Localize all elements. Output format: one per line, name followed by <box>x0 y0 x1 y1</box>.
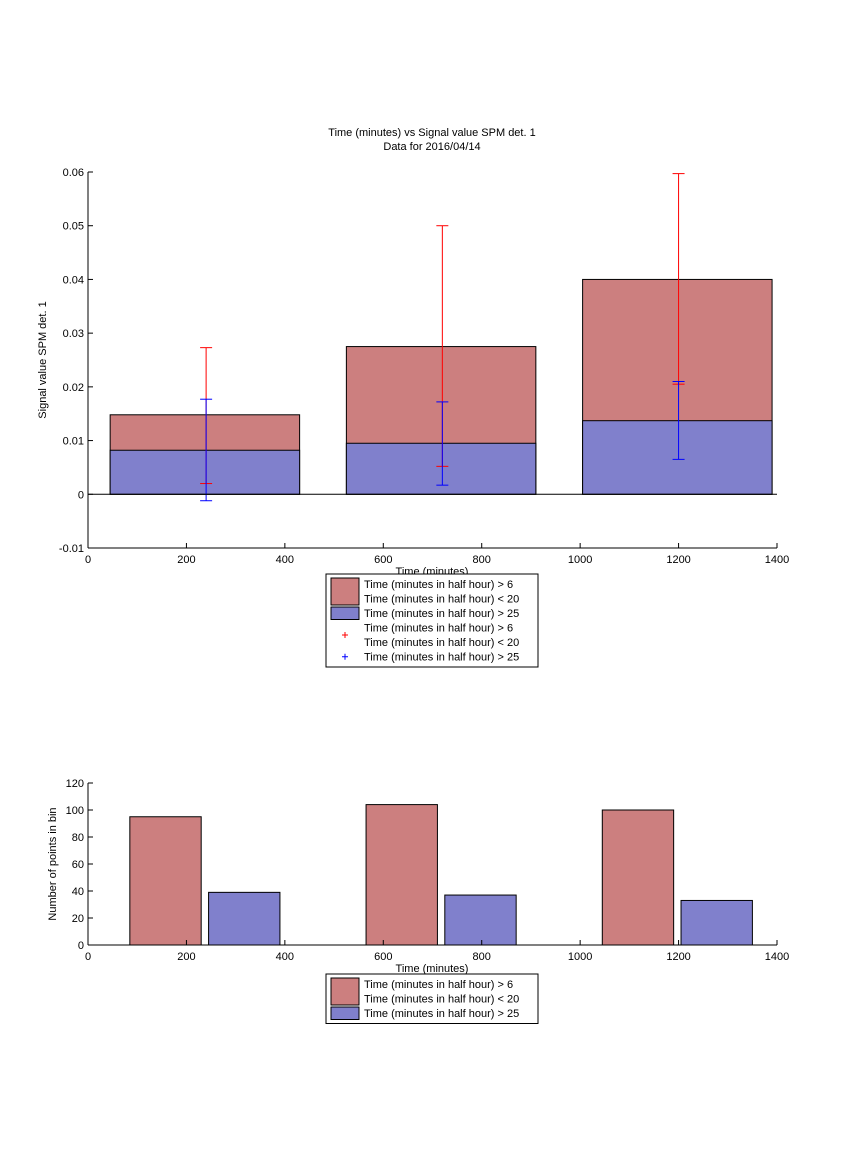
bar <box>129 816 202 946</box>
x-tick-label: 1400 <box>765 554 789 566</box>
y-tick-label: -0.01 <box>59 543 84 555</box>
y-axis-label: Signal value SPM det. 1 <box>37 301 49 418</box>
signal-legend: Time (minutes in half hour) > 6 Time (min… <box>325 573 539 668</box>
legend-label: Time (minutes in half hour) < 20 <box>364 994 519 1006</box>
x-tick-label: 0 <box>85 951 91 963</box>
chart-subtitle: Data for 2016/04/14 <box>383 141 480 153</box>
legend-label: Time (minutes in half hour) > 6 <box>364 623 513 635</box>
legend-label: Time (minutes in half hour) > 25 <box>364 1008 519 1020</box>
y-tick-label: 0 <box>78 940 84 952</box>
legend-swatch <box>330 1006 360 1020</box>
y-tick-label: 0.01 <box>63 436 84 448</box>
y-tick-label: 120 <box>66 778 84 790</box>
signal-axes: 0 200 400 600 800 1000 1200 1400-0.0100.010.020… <box>59 167 789 566</box>
x-tick-label: 200 <box>177 951 195 963</box>
x-tick-label: 400 <box>276 554 294 566</box>
signal-chart: Time (minutes) vs Signal value SPM det. … <box>37 127 789 668</box>
signal-bars <box>109 278 773 495</box>
x-tick-label: 800 <box>473 951 491 963</box>
y-axis-label: Number of points in bin <box>47 807 59 920</box>
bar <box>680 899 753 946</box>
count-legend: Time (minutes in half hour) > 6 Time (min… <box>325 973 539 1024</box>
x-axis-label: Time (minutes) <box>396 963 469 975</box>
legend-label: Time (minutes in half hour) > 6 <box>364 579 513 591</box>
chart-title: Time (minutes) vs Signal value SPM det. … <box>328 127 535 139</box>
bar <box>345 442 537 495</box>
y-tick-label: 100 <box>66 805 84 817</box>
legend-swatch <box>330 606 360 620</box>
legend-label: Time (minutes in half hour) < 20 <box>364 594 519 606</box>
y-tick-label: 0.06 <box>63 167 84 179</box>
y-tick-label: 80 <box>72 832 84 844</box>
legend-box <box>325 973 539 1024</box>
legend-swatch <box>330 977 360 1006</box>
bar <box>444 894 517 946</box>
y-tick-label: 0.02 <box>63 382 84 394</box>
x-tick-label: 600 <box>374 554 392 566</box>
y-tick-label: 0.05 <box>63 221 84 233</box>
count-axes: 0 200 400 600 800 1000 1200 1400 0 20 40 60 80 100 120 <box>66 778 790 963</box>
x-tick-label: 800 <box>473 554 491 566</box>
x-tick-label: 600 <box>374 951 392 963</box>
count-bars <box>129 804 753 946</box>
y-tick-label: 60 <box>72 859 84 871</box>
legend-label: Time (minutes in half hour) > 25 <box>364 652 519 664</box>
legend-swatch <box>330 577 360 606</box>
signal-error-bars <box>200 173 685 502</box>
bar <box>109 449 301 495</box>
x-tick-label: 400 <box>276 951 294 963</box>
legend-label: Time (minutes in half hour) > 25 <box>364 608 519 620</box>
x-tick-label: 1200 <box>666 951 690 963</box>
y-tick-label: 0.04 <box>63 274 84 286</box>
y-tick-label: 0.03 <box>63 328 84 340</box>
y-tick-label: 0 <box>78 489 84 501</box>
x-tick-label: 0 <box>85 554 91 566</box>
x-tick-label: 1000 <box>568 951 592 963</box>
bar <box>582 420 773 495</box>
x-tick-label: 1000 <box>568 554 592 566</box>
y-tick-label: 40 <box>72 886 84 898</box>
bar <box>601 809 675 946</box>
x-tick-label: 200 <box>177 554 195 566</box>
x-tick-label: 1400 <box>765 951 789 963</box>
x-tick-label: 1200 <box>666 554 690 566</box>
legend-box <box>325 573 539 668</box>
bar <box>365 804 438 946</box>
count-chart: 0 200 400 600 800 1000 1200 1400 0 20 40 60 80 100 120… <box>47 778 789 1024</box>
bar <box>208 891 281 946</box>
legend-label: Time (minutes in half hour) > 6 <box>364 979 513 991</box>
legend-label: Time (minutes in half hour) < 20 <box>364 637 519 649</box>
y-tick-label: 20 <box>72 913 84 925</box>
